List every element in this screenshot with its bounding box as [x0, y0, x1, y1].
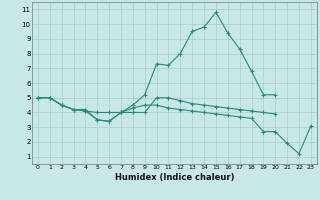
X-axis label: Humidex (Indice chaleur): Humidex (Indice chaleur) — [115, 173, 234, 182]
